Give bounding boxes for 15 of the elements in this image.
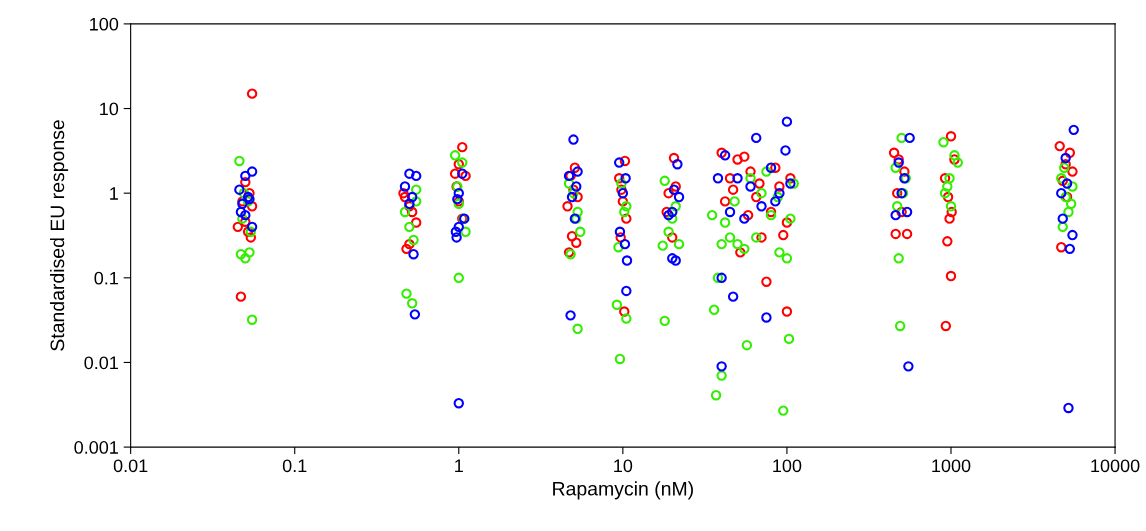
y-tick-label: 100 (90, 17, 119, 31)
x-tick-label: 1 (455, 459, 463, 472)
x-axis-title: Rapamycin (nM) (553, 481, 693, 500)
y-tick-label: 10 (100, 102, 119, 116)
x-tick-label: 10000 (1091, 459, 1140, 473)
x-tick-label: 0.1 (282, 459, 307, 473)
y-tick-label: 1 (110, 187, 118, 200)
x-tick-label: 0.01 (113, 459, 148, 473)
x-tick-label: 10 (614, 459, 633, 473)
y-axis-title: Standardised EU response (49, 120, 69, 351)
y-tick-label: 0.01 (84, 356, 118, 370)
y-tick-label: 0.001 (74, 441, 118, 454)
y-tick-label: 0.1 (94, 271, 118, 285)
x-tick-label: 1000 (932, 459, 971, 473)
x-tick-label: 100 (773, 459, 802, 473)
